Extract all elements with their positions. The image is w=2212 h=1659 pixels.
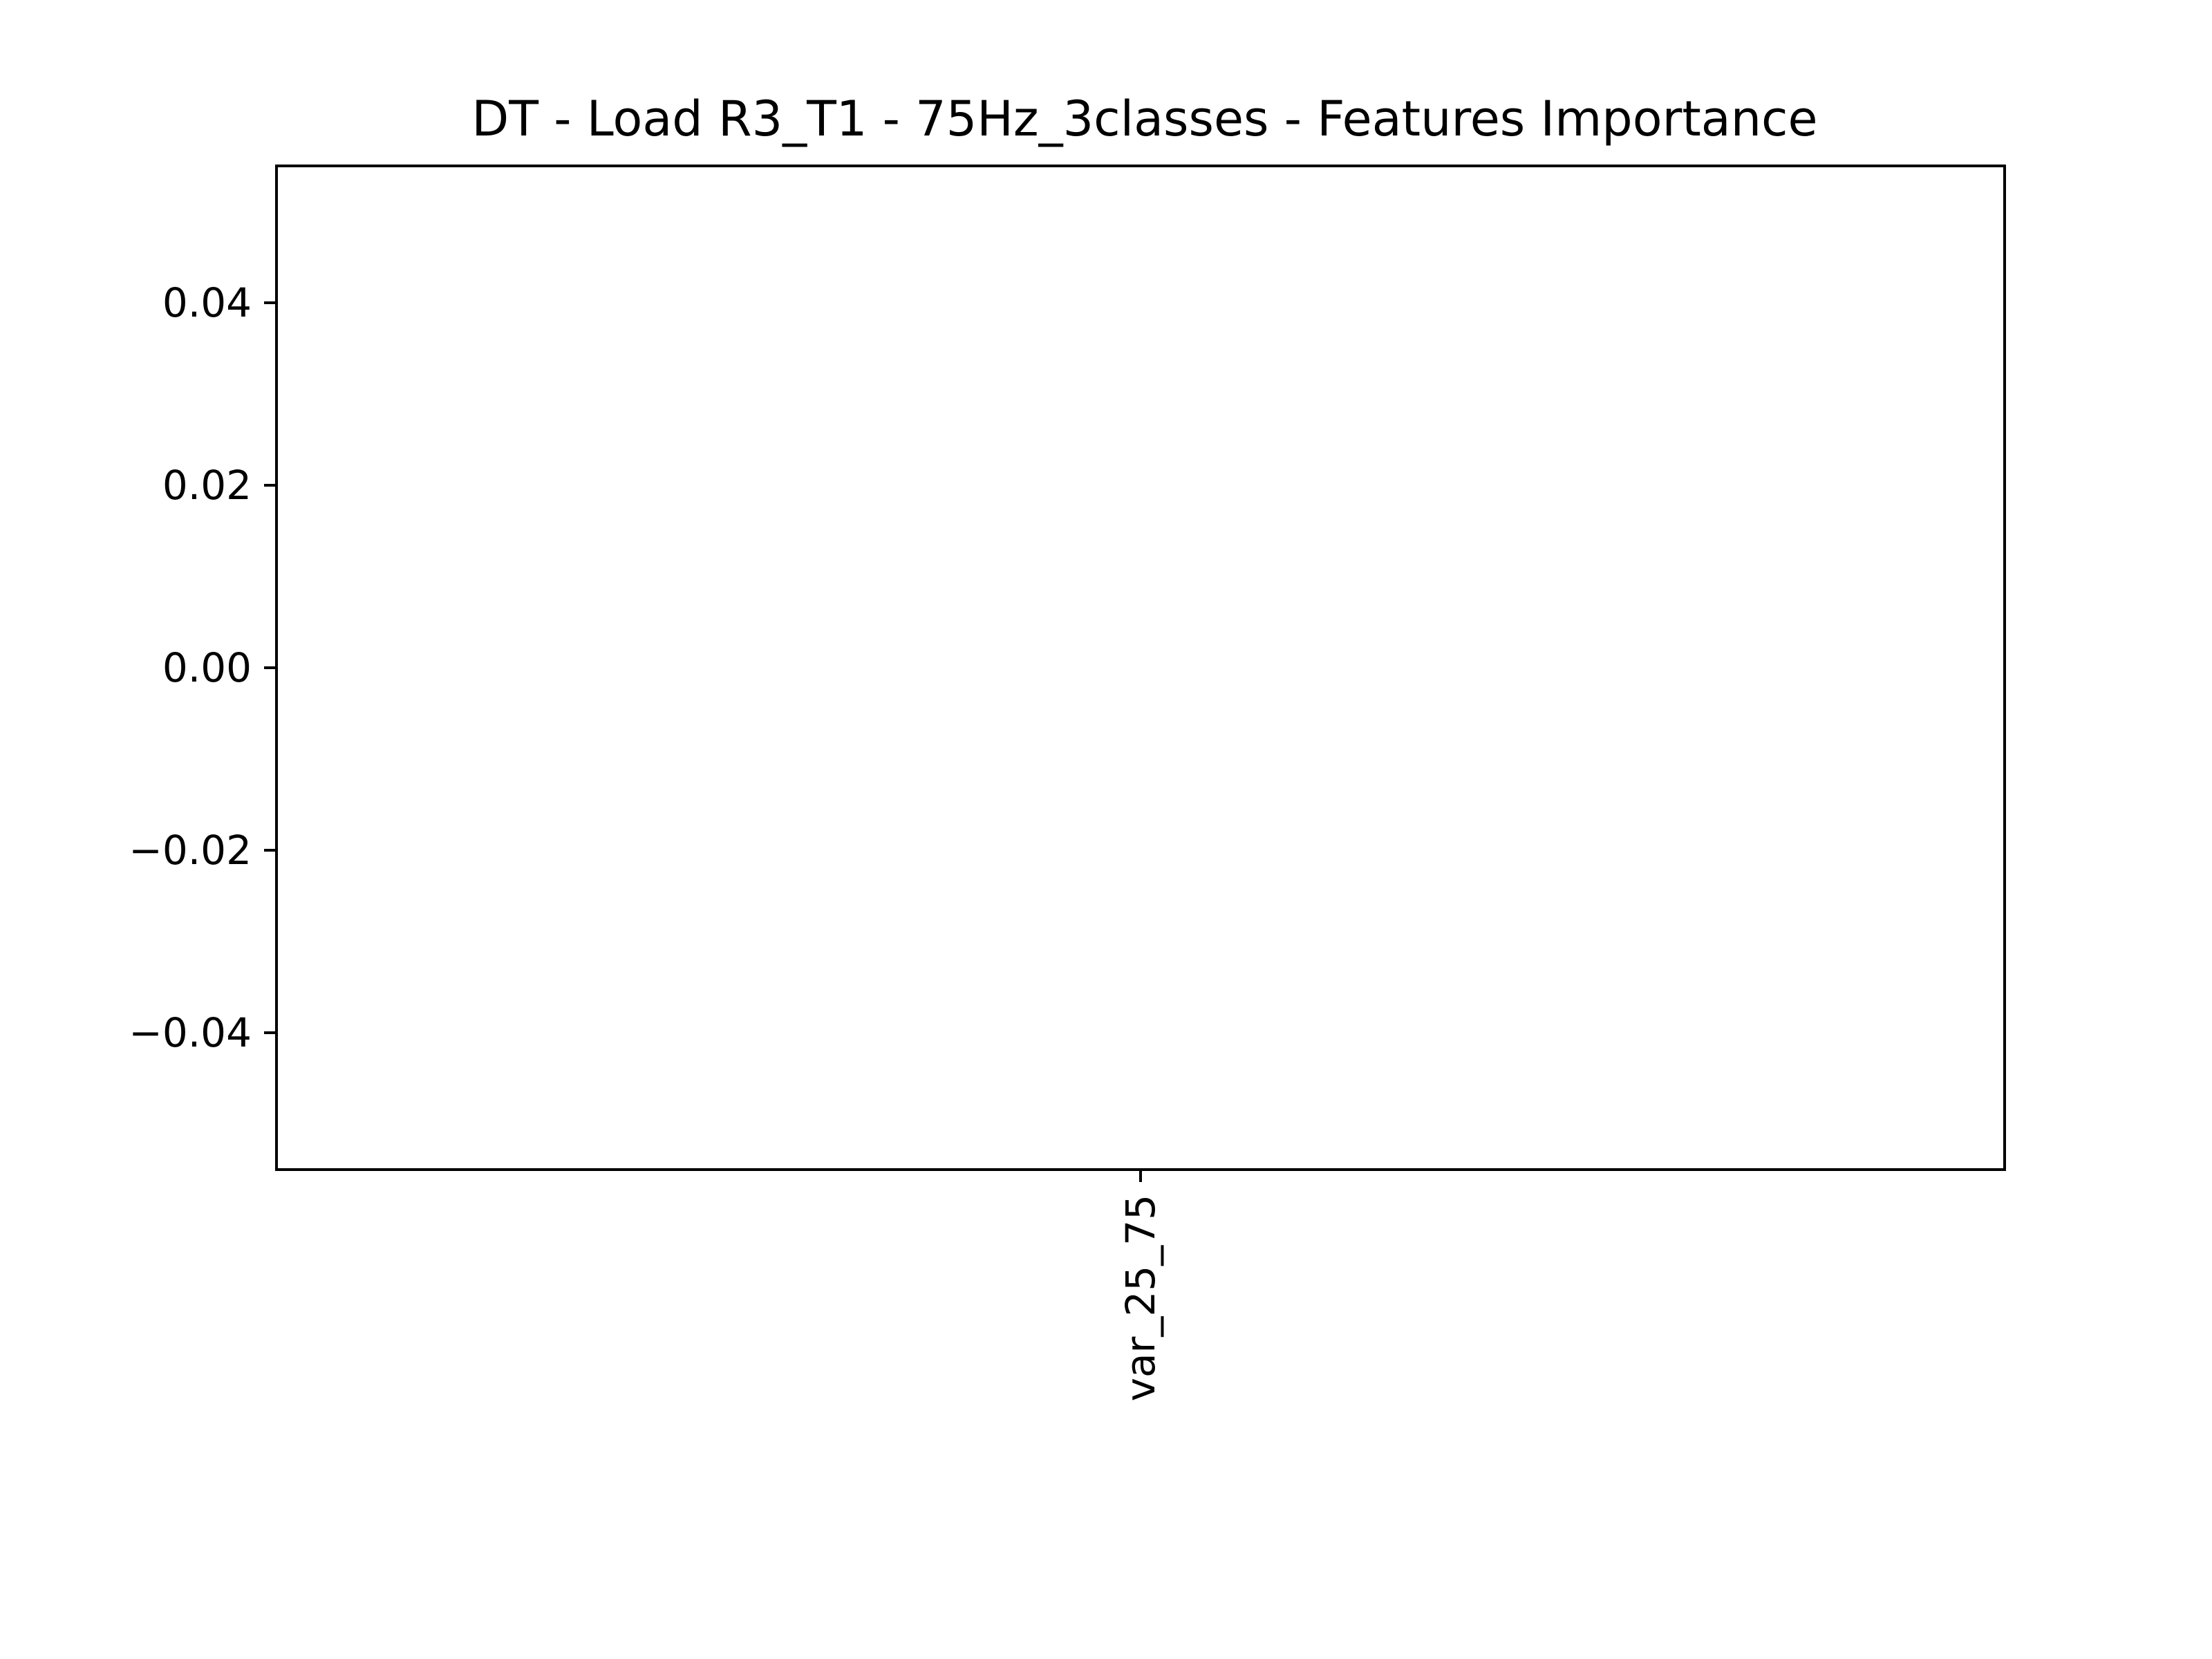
y-tick-label: 0.02 bbox=[162, 462, 252, 509]
y-tick-label: 0.00 bbox=[162, 644, 252, 691]
x-tick-label: var_25_75 bbox=[1117, 1194, 1164, 1401]
y-tick-label: 0.04 bbox=[162, 279, 252, 326]
y-tick-label: −0.02 bbox=[129, 827, 252, 874]
y-tick-label: −0.04 bbox=[129, 1009, 252, 1056]
x-axis: var_25_75 bbox=[1117, 1170, 1164, 1401]
chart-title: DT - Load R3_T1 - 75Hz_3classes - Featur… bbox=[471, 91, 1817, 147]
plot-area-frame bbox=[275, 165, 2006, 1171]
y-axis: 0.04 0.02 0.00 −0.02 −0.04 bbox=[129, 279, 276, 1056]
